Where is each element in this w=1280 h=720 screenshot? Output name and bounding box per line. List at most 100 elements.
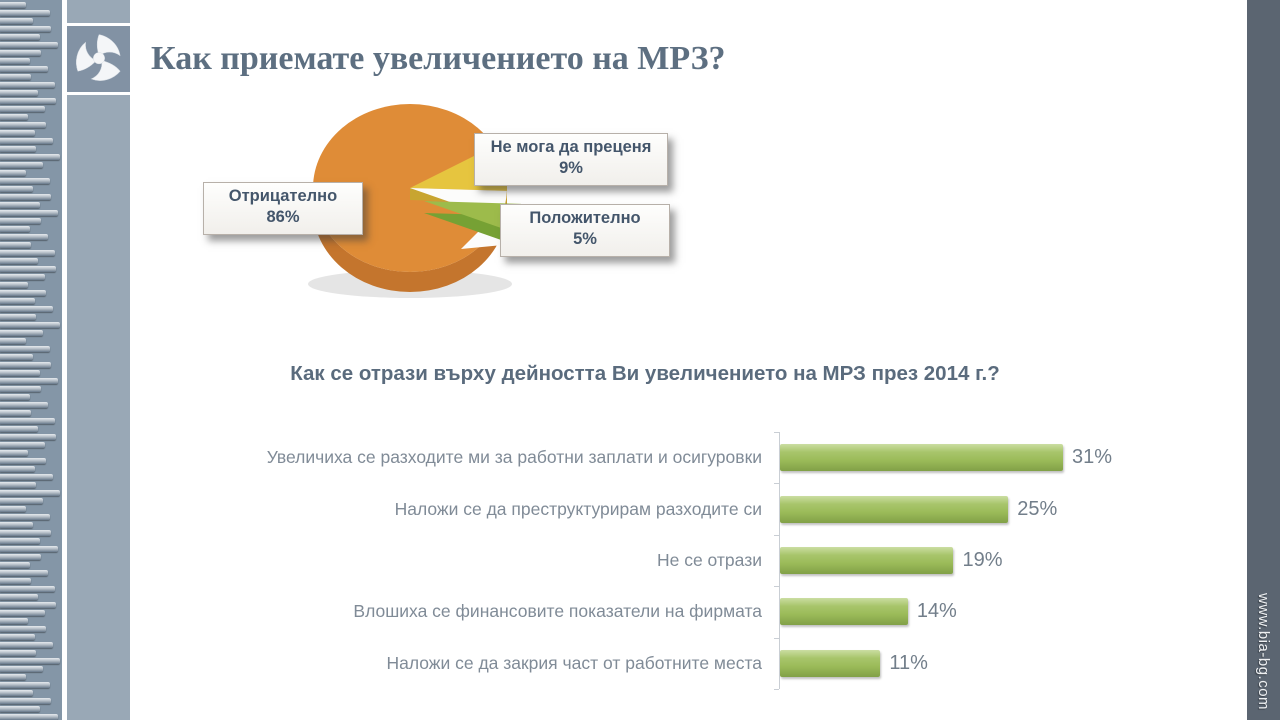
texture-bar [0, 482, 36, 488]
texture-bar [0, 570, 48, 576]
bar-category-label: Наложи се да закрия част от работните ме… [386, 652, 762, 673]
texture-bar [0, 202, 40, 208]
texture-bar [0, 586, 55, 592]
left-texture-strip [0, 0, 62, 720]
texture-bar [0, 322, 60, 328]
texture-bar [0, 466, 35, 472]
bar-row: Увеличиха се разходите ми за работни зап… [150, 432, 1180, 483]
texture-bar [0, 354, 33, 360]
texture-bar [0, 578, 31, 584]
texture-bar [0, 98, 56, 104]
texture-bar [0, 514, 50, 520]
bar-row: Не се отрази 19% [150, 535, 1180, 586]
axis-tick [774, 637, 779, 639]
texture-bar [0, 306, 53, 312]
texture-bar [0, 338, 26, 344]
bar-value-label: 31% [1072, 446, 1113, 469]
texture-bar [0, 386, 41, 392]
texture-bar [0, 90, 38, 96]
texture-bar [0, 370, 40, 376]
texture-bar [0, 498, 43, 504]
texture-bar [0, 250, 55, 256]
texture-bar [0, 290, 46, 296]
texture-bar [0, 698, 51, 704]
pie-callout-undecided-label: Не мога да преценя [490, 138, 652, 156]
texture-bar [0, 490, 60, 496]
bar-chart-axis [779, 432, 780, 689]
left-gray-band [67, 0, 130, 720]
texture-bar [0, 626, 46, 632]
texture-bar [0, 186, 33, 192]
axis-tick [774, 689, 779, 690]
texture-bar [0, 394, 30, 400]
texture-bar [0, 714, 58, 720]
texture-bar [0, 618, 28, 624]
axis-tick [774, 483, 779, 485]
texture-bar [0, 418, 55, 424]
bar-row: Влошиха се финансовите показатели на фир… [150, 586, 1180, 637]
texture-bar [0, 170, 26, 176]
texture-bar [0, 154, 60, 160]
bar [780, 649, 881, 677]
texture-bar [0, 706, 40, 712]
axis-tick [774, 586, 779, 588]
texture-bar [0, 26, 51, 32]
texture-bar [0, 114, 28, 120]
pie-callout-negative-value: 86% [266, 208, 300, 227]
bar-chart-title: Как се отрази върху дейността Ви увеличе… [290, 362, 1000, 385]
texture-bar [0, 146, 36, 152]
texture-bar [0, 674, 26, 680]
texture-bar [0, 282, 28, 288]
pie-callout-undecided-value: 9% [559, 159, 583, 178]
texture-bar [0, 66, 48, 72]
pie-callout-positive: Положително 5% [500, 204, 670, 257]
texture-bar [0, 642, 53, 648]
texture-bar [0, 458, 46, 464]
texture-bar [0, 506, 26, 512]
texture-bar [0, 378, 58, 384]
pie-callout-positive-label: Положително [529, 209, 641, 227]
bar-row: Наложи се да закрия част от работните ме… [150, 638, 1180, 689]
bar-value-label: 25% [1017, 497, 1058, 520]
texture-bar [0, 602, 56, 608]
bar-category-label: Не се отрази [656, 549, 762, 570]
texture-bar [0, 402, 48, 408]
texture-bar [0, 690, 33, 696]
texture-bar [0, 554, 41, 560]
texture-bar [0, 82, 55, 88]
texture-bar [0, 58, 30, 64]
texture-bar [0, 226, 30, 232]
texture-bar [0, 138, 53, 144]
texture-bar [0, 658, 60, 664]
texture-bar [0, 530, 51, 536]
texture-bar [0, 314, 36, 320]
pie-callout-undecided: Не мога да преценя 9% [474, 133, 668, 186]
texture-bar [0, 426, 38, 432]
texture-bar [0, 330, 43, 336]
texture-bar [0, 194, 51, 200]
texture-bar [0, 74, 31, 80]
texture-bar [0, 682, 50, 688]
slide-title: Как приемате увеличението на МРЗ? [151, 40, 726, 77]
bar-category-label: Наложи се да преструктурирам разходите с… [394, 498, 762, 519]
texture-bar [0, 362, 51, 368]
texture-bar [0, 218, 41, 224]
texture-bar [0, 10, 50, 16]
texture-bar [0, 562, 30, 568]
texture-bar [0, 298, 35, 304]
texture-bar [0, 434, 56, 440]
texture-bar [0, 650, 36, 656]
texture-bar [0, 50, 41, 56]
texture-bar [0, 634, 35, 640]
pie-depth-side [313, 188, 507, 292]
texture-bar [0, 666, 43, 672]
texture-bar [0, 122, 46, 128]
bar [780, 598, 908, 626]
texture-bar [0, 538, 40, 544]
bar [780, 495, 1009, 523]
texture-bar [0, 130, 35, 136]
website-vertical-text: www.bia-bg.com [1255, 592, 1272, 710]
logo-box [67, 23, 130, 95]
texture-bar [0, 162, 43, 168]
